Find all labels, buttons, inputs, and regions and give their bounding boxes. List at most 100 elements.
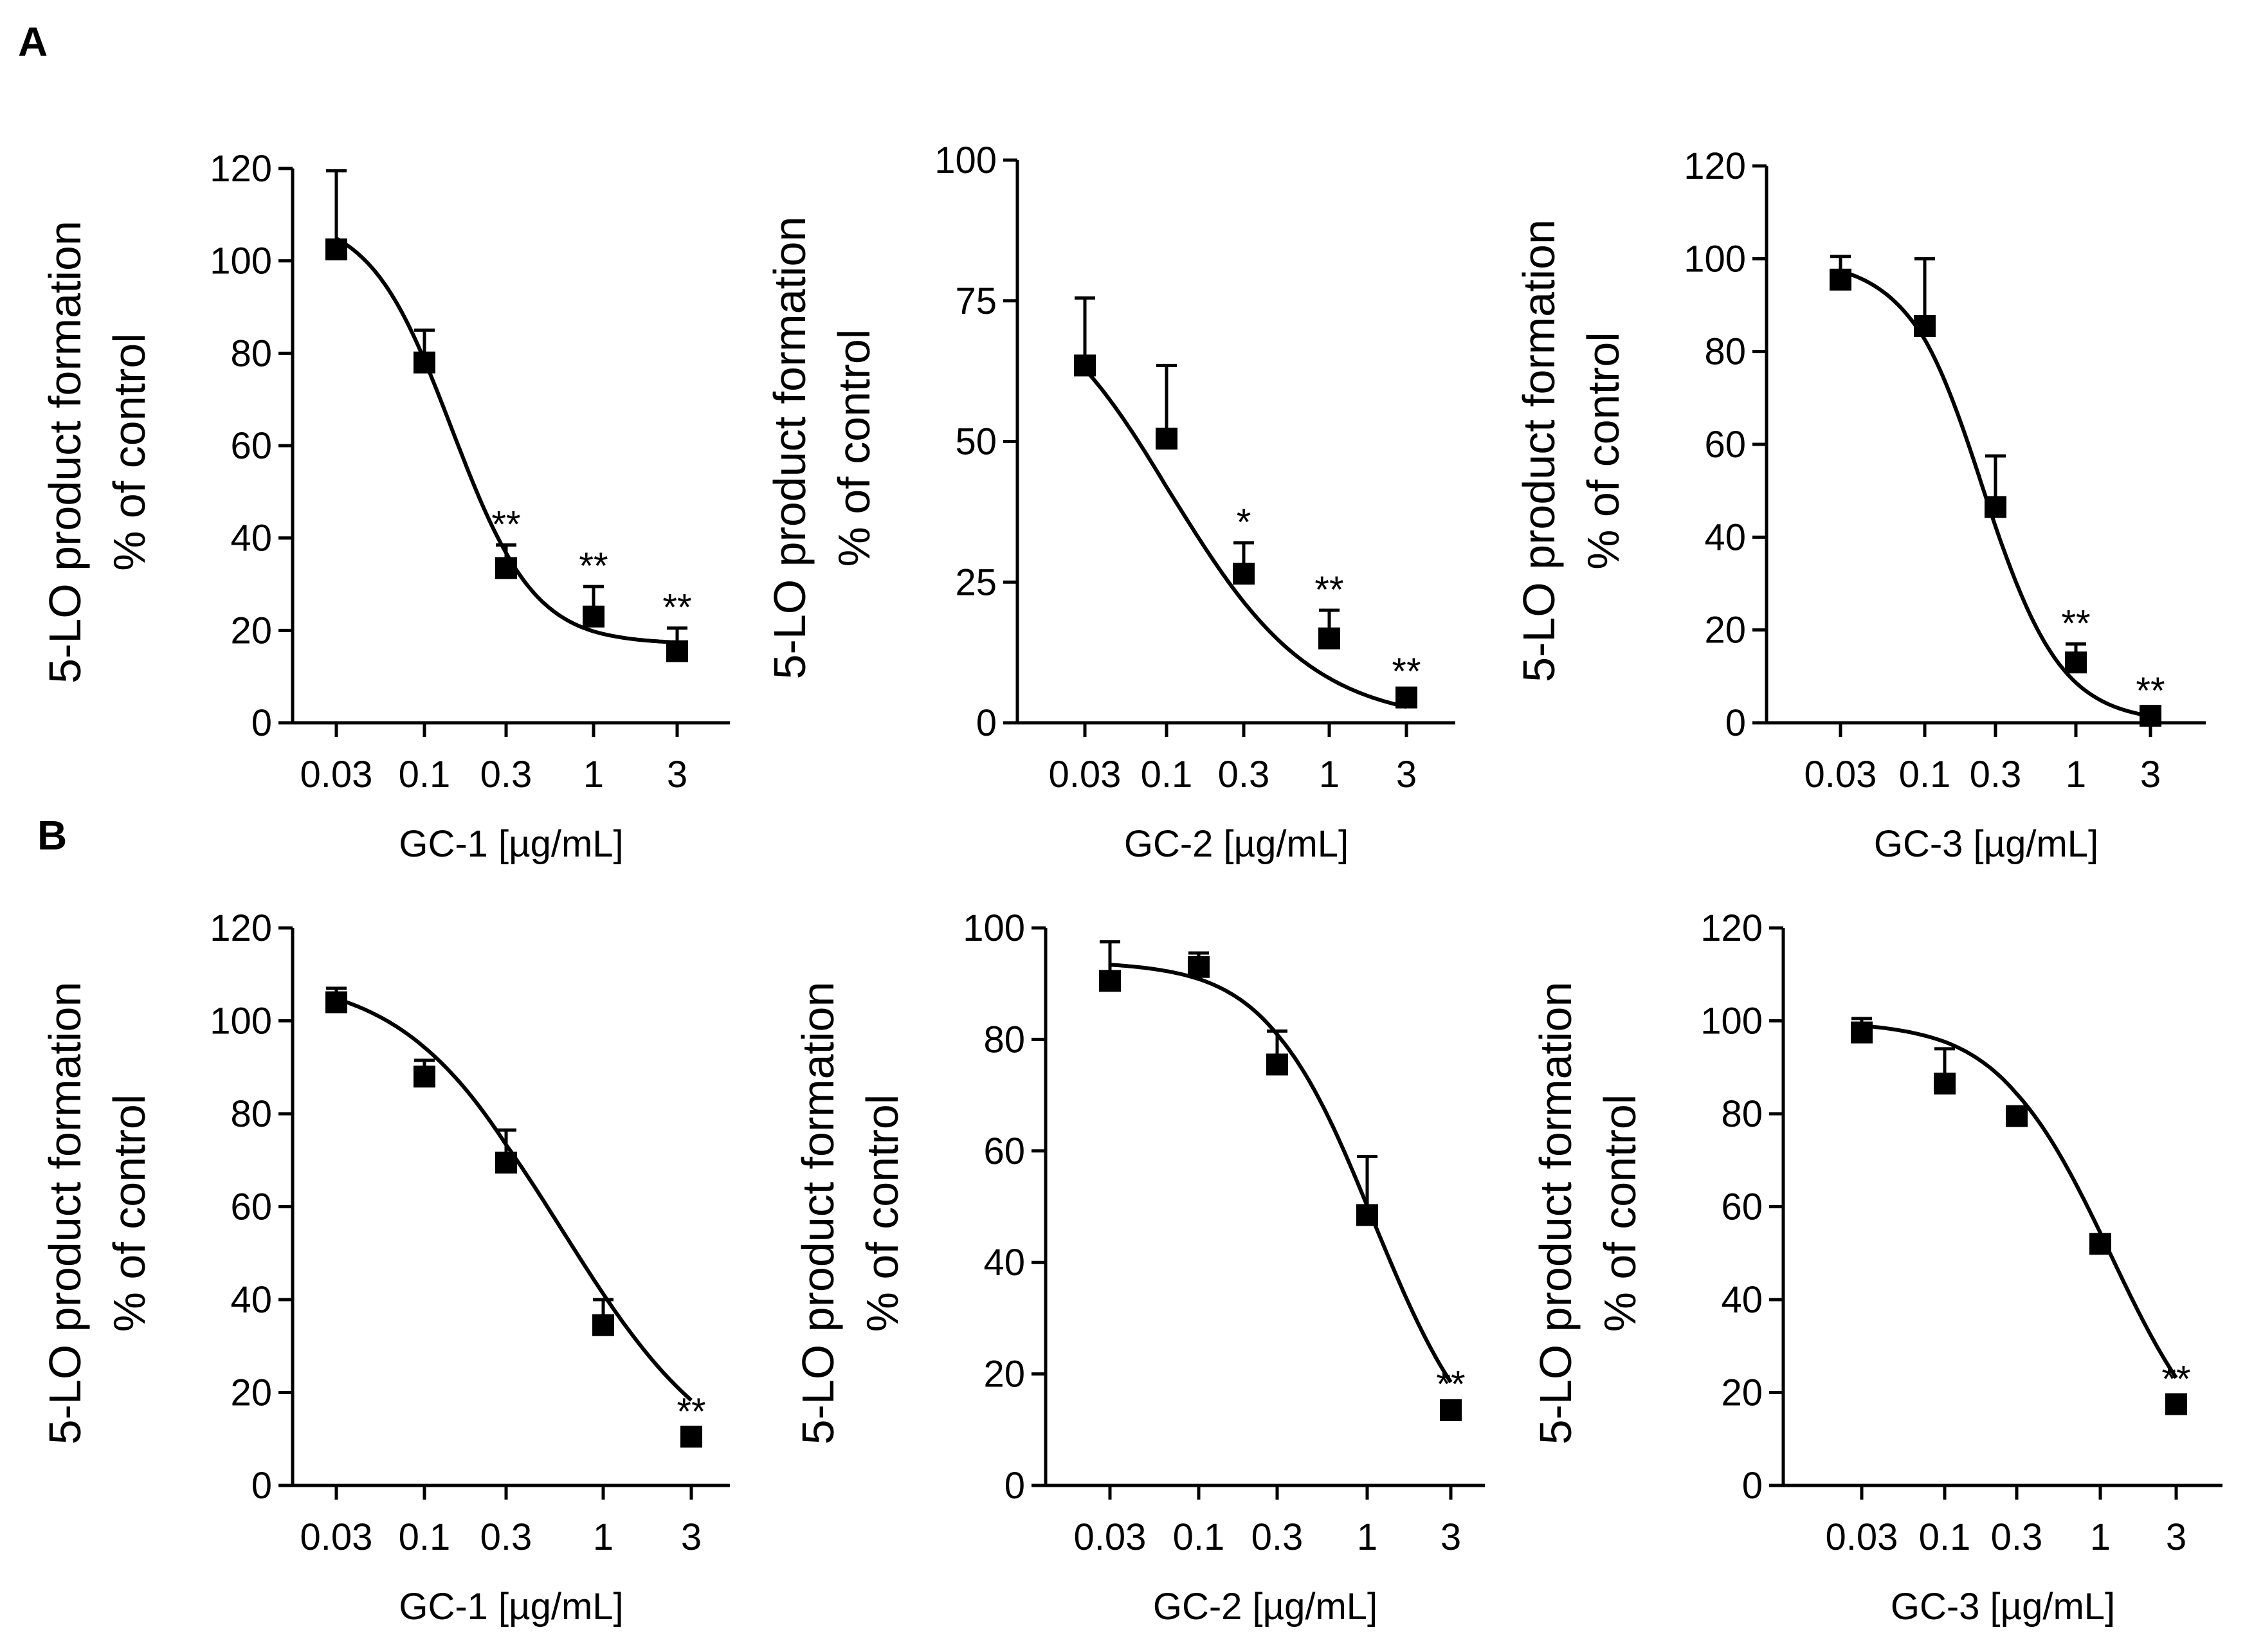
- x-tick-label: 0.03: [1049, 754, 1122, 795]
- y-axis-title-line2: % of control: [829, 329, 879, 567]
- chart-0: 0 20 40 60 80 100 120 0.03 0.1 0.3 1 3 GC-1 [µg/mL] 5…: [40, 148, 730, 865]
- y-axis-title-line1: 5-LO product formation: [765, 217, 815, 680]
- data-point: [2140, 705, 2161, 727]
- y-tick-label: 100: [210, 1001, 272, 1042]
- significance-marker: **: [1436, 1363, 1465, 1405]
- y-tick-label: 20: [230, 610, 272, 651]
- x-tick-label: 0.1: [1141, 754, 1193, 795]
- data-point: [666, 640, 688, 662]
- data-point: [1356, 1204, 1378, 1226]
- x-tick-label: 0.1: [1899, 754, 1951, 795]
- y-axis-title-line1: 5-LO product formation: [1514, 219, 1564, 682]
- data-point: [1156, 428, 1177, 450]
- data-point: [1985, 496, 2006, 518]
- data-point: [2065, 651, 2087, 674]
- chart-5: 0 20 40 60 80 100 120 0.03 0.1 0.3 1 3 GC-3 [µg/mL] 5…: [1531, 907, 2222, 1628]
- x-tick-label: 0.3: [1218, 754, 1270, 795]
- y-tick-label: 40: [1721, 1279, 1763, 1321]
- x-tick-label: 0.3: [1251, 1516, 1304, 1558]
- y-tick-label: 60: [1721, 1186, 1763, 1228]
- x-tick-label: 3: [667, 754, 687, 795]
- x-tick-label: 0.3: [1970, 754, 2022, 795]
- x-tick-label: 1: [593, 1516, 614, 1558]
- x-axis-title: GC-1 [µg/mL]: [399, 1586, 623, 1628]
- y-axis-title-line1: 5-LO product formation: [40, 982, 90, 1445]
- y-tick-label: 100: [934, 140, 997, 181]
- x-tick-label: 0.3: [480, 754, 532, 795]
- y-axis-title-line1: 5-LO product formation: [1531, 982, 1581, 1445]
- y-axis-title-line1: 5-LO product formation: [793, 982, 843, 1445]
- y-axis-title-line1: 5-LO product formation: [40, 221, 90, 684]
- y-tick-label: 120: [1684, 145, 1746, 187]
- x-tick-label: 3: [1441, 1516, 1461, 1558]
- significance-marker: **: [491, 504, 520, 545]
- y-tick-label: 60: [230, 1186, 272, 1228]
- x-axis-title: GC-3 [µg/mL]: [1891, 1586, 2115, 1628]
- x-tick-label: 1: [2090, 1516, 2111, 1558]
- x-tick-label: 0.1: [399, 1516, 451, 1558]
- y-tick-label: 0: [1004, 1465, 1025, 1507]
- y-axis-title-line2: % of control: [857, 1094, 907, 1332]
- x-axis-title: GC-3 [µg/mL]: [1874, 823, 2098, 865]
- x-tick-label: 0.03: [300, 1516, 373, 1558]
- y-tick-label: 40: [230, 1279, 272, 1321]
- fit-curve: [1861, 1024, 2178, 1379]
- y-axis-title-line2: % of control: [1578, 332, 1628, 570]
- y-tick-label: 80: [1704, 331, 1746, 373]
- fit-curve: [335, 237, 678, 644]
- y-tick-label: 100: [1684, 238, 1746, 280]
- data-point: [414, 351, 435, 374]
- y-tick-label: 120: [210, 907, 272, 949]
- y-tick-label: 120: [1700, 907, 1763, 949]
- y-tick-label: 40: [1704, 516, 1746, 558]
- y-tick-label: 60: [230, 425, 272, 467]
- data-point: [325, 238, 347, 260]
- y-tick-label: 75: [955, 280, 997, 322]
- y-tick-label: 120: [210, 148, 272, 190]
- x-tick-label: 0.3: [480, 1516, 532, 1558]
- x-tick-label: 0.03: [1074, 1516, 1147, 1558]
- x-tick-label: 0.3: [1991, 1516, 2043, 1558]
- x-tick-label: 3: [2166, 1516, 2186, 1558]
- x-tick-label: 0.1: [399, 754, 451, 795]
- x-tick-label: 1: [583, 754, 604, 795]
- x-tick-label: 1: [1357, 1516, 1377, 1558]
- y-tick-label: 40: [230, 518, 272, 559]
- data-point: [1233, 563, 1255, 585]
- y-tick-label: 40: [983, 1242, 1025, 1284]
- data-point: [1099, 970, 1121, 992]
- y-tick-label: 50: [955, 421, 997, 463]
- y-tick-label: 0: [1742, 1465, 1763, 1507]
- y-tick-label: 20: [983, 1354, 1025, 1395]
- data-point: [325, 991, 347, 1013]
- x-axis-title: GC-1 [µg/mL]: [399, 823, 623, 865]
- chart-4: 0 20 40 60 80 100 0.03 0.1 0.3 1 3 GC-2 [µg/mL] 5-LO…: [793, 907, 1485, 1628]
- data-point: [2165, 1393, 2187, 1415]
- x-tick-label: 1: [2066, 754, 2086, 795]
- data-point: [1914, 314, 1936, 337]
- data-point: [592, 1314, 614, 1336]
- y-axis-title-line2: % of control: [104, 1094, 154, 1332]
- data-point: [1440, 1399, 1462, 1421]
- y-tick-label: 80: [1721, 1093, 1763, 1135]
- chart-1: 0 25 50 75 100 0.03 0.1 0.3 1 3 GC-2 [µg/mL] 5-LO p…: [765, 140, 1455, 865]
- significance-marker: **: [677, 1391, 705, 1433]
- x-tick-label: 0.1: [1919, 1516, 1971, 1558]
- data-point: [1851, 1021, 1873, 1044]
- significance-marker: *: [1237, 502, 1251, 543]
- y-tick-label: 60: [1704, 424, 1746, 466]
- y-tick-label: 25: [955, 561, 997, 603]
- y-tick-label: 20: [1704, 610, 1746, 651]
- significance-marker: **: [1314, 569, 1343, 611]
- significance-marker: **: [2161, 1358, 2190, 1400]
- significance-marker: **: [579, 545, 608, 587]
- x-tick-label: 0.03: [1804, 754, 1877, 795]
- fit-curve: [1109, 963, 1453, 1384]
- data-point: [495, 557, 517, 579]
- x-tick-label: 3: [681, 1516, 702, 1558]
- data-point: [583, 605, 604, 628]
- x-tick-label: 0.03: [300, 754, 373, 795]
- y-tick-label: 0: [976, 702, 997, 744]
